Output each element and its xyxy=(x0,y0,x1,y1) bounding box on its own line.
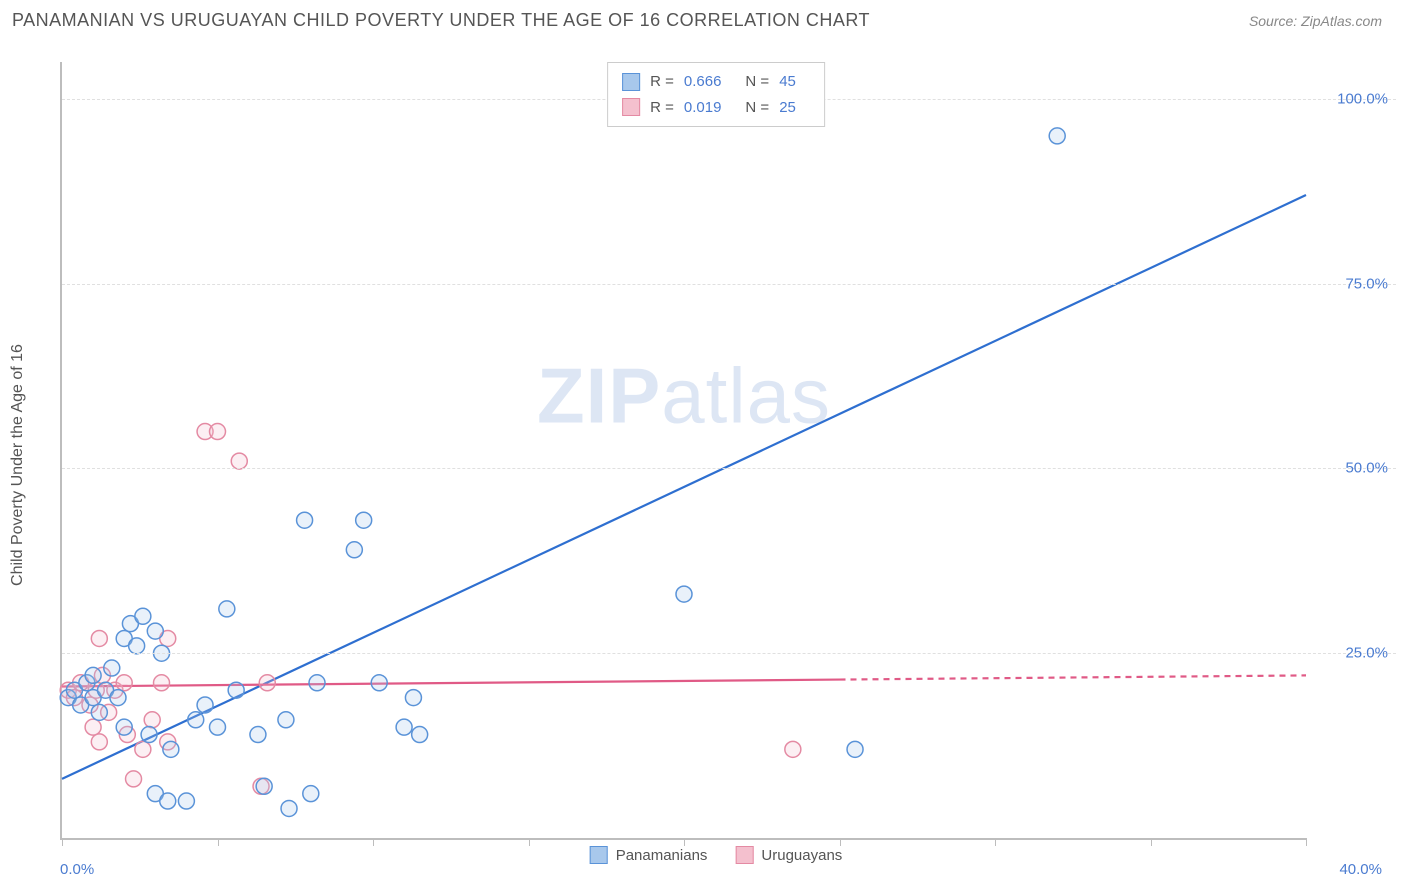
swatch-uruguayans xyxy=(622,98,640,116)
y-tick-label: 50.0% xyxy=(1345,460,1388,477)
x-axis-min-label: 0.0% xyxy=(60,861,94,878)
swatch-panamanians-icon xyxy=(590,846,608,864)
legend-row-uruguayans: R = 0.019 N = 25 xyxy=(622,95,810,121)
legend-row-panamanians: R = 0.666 N = 45 xyxy=(622,69,810,95)
y-tick-label: 75.0% xyxy=(1345,275,1388,292)
y-tick-label: 25.0% xyxy=(1345,645,1388,662)
swatch-panamanians xyxy=(622,73,640,91)
chart-title: PANAMANIAN VS URUGUAYAN CHILD POVERTY UN… xyxy=(12,10,870,31)
swatch-uruguayans-icon xyxy=(735,846,753,864)
legend-item-panamanians: Panamanians xyxy=(590,846,708,864)
y-axis-label: Child Poverty Under the Age of 16 xyxy=(9,344,27,586)
legend-correlation: R = 0.666 N = 45 R = 0.019 N = 25 xyxy=(607,62,825,127)
chart-header: PANAMANIAN VS URUGUAYAN CHILD POVERTY UN… xyxy=(0,0,1406,37)
x-axis-max-label: 40.0% xyxy=(1339,861,1382,878)
plot-area: ZIPatlas 25.0%50.0%75.0%100.0% xyxy=(60,62,1306,840)
legend-item-uruguayans: Uruguayans xyxy=(735,846,842,864)
chart-container: Child Poverty Under the Age of 16 ZIPatl… xyxy=(36,48,1396,882)
y-tick-label: 100.0% xyxy=(1337,90,1388,107)
legend-series: Panamanians Uruguayans xyxy=(590,846,843,864)
plot-svg xyxy=(62,62,1306,838)
chart-source: Source: ZipAtlas.com xyxy=(1249,13,1382,29)
